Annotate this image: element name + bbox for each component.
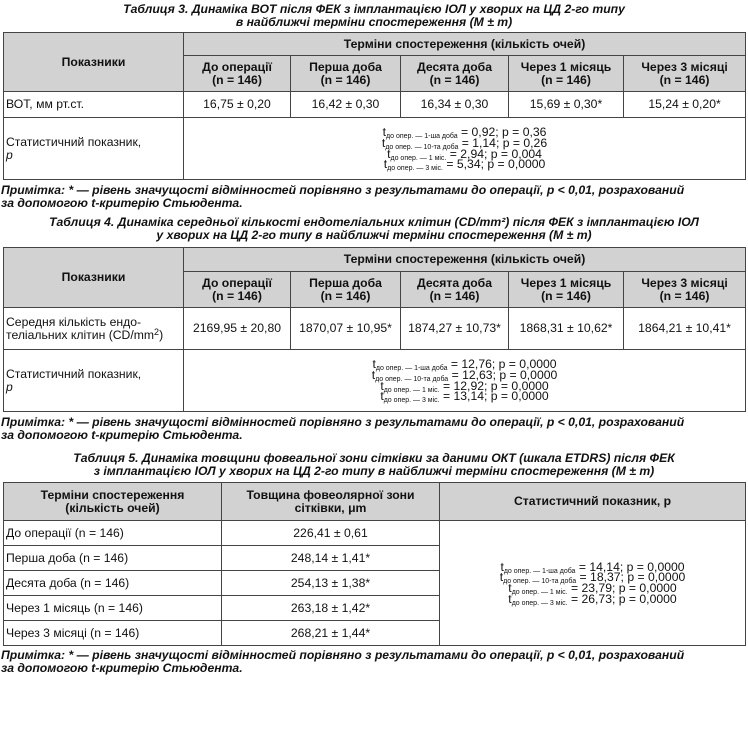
stat-line: tдо опер. — 3 міс. = 13,14; р = 0,0000: [380, 389, 549, 405]
stat-label: Статистичний показник, р: [3, 117, 184, 180]
period-header: Перша доба (n = 146): [290, 55, 401, 92]
value-cell: 226,41 ± 0,61: [221, 520, 440, 546]
table-5-caption: Таблиця 5. Динаміка товщини фовеальної з…: [0, 452, 748, 478]
stat-values: tдо опер. — 1-ша доба = 0,92; р = 0,36 t…: [182, 117, 747, 180]
stat-line: tдо опер. — 1 міс. = 2,94; р = 0,004: [387, 146, 542, 162]
stat-line: tдо опер. — 1-ша доба = 0,92; р = 0,36: [382, 125, 547, 141]
value-cell: 248,14 ± 1,41*: [221, 545, 440, 571]
table-5-note: Примітка: * — рівень значущості відмінно…: [1, 648, 685, 675]
stat-values: tдо опер. — 1-ша доба = 14,14; р = 0,000…: [439, 520, 746, 646]
col-terms-header: Терміни спостереження (кількість очей): [182, 32, 747, 56]
period-header: Перша доба (n = 146): [290, 271, 401, 308]
col-indicators-header: Показники: [3, 32, 184, 92]
col-terms-header: Терміни спостереження (кількість очей): [3, 482, 222, 521]
caption-line: з імплантацією ІОЛ у хворих на ЦД 2-го т…: [93, 464, 655, 478]
col-terms-header: Терміни спостереження (кількість очей): [182, 247, 747, 272]
term-cell: Через 3 місяці (n = 146): [3, 620, 222, 646]
value-cell: 1864,21 ± 10,41*: [622, 307, 747, 350]
period-header: Десята доба (n = 146): [400, 55, 509, 92]
table-4: Показники Терміни спостереження (кількіс…: [3, 247, 747, 412]
table-3-note: Примітка: * — рівень значущості відмінно…: [1, 183, 685, 210]
term-cell: Через 1 місяць (n = 146): [3, 595, 222, 621]
value-cell: 254,13 ± 1,38*: [221, 570, 440, 596]
period-header: Через 3 місяці (n = 146): [622, 271, 747, 308]
table-4-caption: Таблиця 4. Динаміка середньої кількості …: [0, 216, 748, 242]
stat-label: Статистичний показник, р: [3, 349, 184, 412]
table-5: Терміни спостереження (кількість очей) То…: [3, 482, 746, 646]
stat-line: tдо опер. — 10-та доба = 1,14; р = 0,26: [381, 135, 548, 151]
period-header: До операції (n = 146): [183, 271, 291, 308]
stat-line: tдо опер. — 10-та доба = 18,37; р = 0,00…: [499, 570, 686, 586]
period-header: До операції (n = 146): [183, 55, 291, 92]
row-label: Середня кількість ендо- теліальних кліти…: [3, 307, 184, 350]
value-cell: 1870,07 ± 10,95*: [290, 307, 401, 350]
term-cell: Перша доба (n = 146): [3, 545, 222, 571]
value-cell: 15,69 ± 0,30*: [508, 91, 624, 118]
value-cell: 263,18 ± 1,42*: [221, 595, 440, 621]
stat-line: tдо опер. — 1 міс. = 23,79; р = 0,0000: [508, 581, 677, 596]
term-cell: Десята доба (n = 146): [3, 570, 222, 596]
stat-line: tдо опер. — 1-ша доба = 12,76; р = 0,000…: [372, 357, 557, 373]
value-cell: 1868,31 ± 10,62*: [508, 307, 624, 350]
value-cell: 16,75 ± 0,20: [183, 91, 291, 118]
stat-line: tдо опер. — 1 міс. = 12,92; р = 0,0000: [380, 378, 549, 394]
period-header: Через 3 місяці (n = 146): [622, 55, 747, 92]
stat-line: tдо опер. — 10-та доба = 12,63; р = 0,00…: [371, 367, 558, 383]
period-header: Через 1 місяць (n = 146): [508, 271, 624, 308]
table-3-caption: Таблиця 3. Динаміка ВОТ після ФЕК з імпл…: [0, 0, 748, 29]
col-indicators-header: Показники: [3, 247, 184, 308]
caption-line: Таблиця 3. Динаміка ВОТ після ФЕК з імпл…: [123, 2, 625, 16]
period-header: Через 1 місяць (n = 146): [508, 55, 624, 92]
caption-line: Таблиця 4. Динаміка середньої кількості …: [49, 215, 699, 229]
caption-line: у хворих на ЦД 2-го типу в найближчі тер…: [156, 228, 592, 242]
value-cell: 16,34 ± 0,30: [400, 91, 509, 118]
stat-line: tдо опер. — 3 міс. = 26,73; р = 0,0000: [508, 591, 677, 607]
caption-line: Таблиця 5. Динаміка товщини фовеальної з…: [73, 451, 675, 465]
col-stat-header: Статистичний показник, р: [439, 482, 746, 521]
col-thickness-header: Товщина фовеолярної зони сітківки, μm: [221, 482, 440, 521]
term-cell: До операції (n = 146): [3, 520, 222, 546]
stat-line: tдо опер. — 1-ша доба = 14,14; р = 0,000…: [500, 559, 685, 575]
table-4-note: Примітка: * — рівень значущості відмінно…: [1, 415, 685, 442]
table-3: Показники Терміни спостереження (кількіс…: [3, 32, 747, 180]
stat-line: tдо опер. — 3 міс. = 5,34; р = 0,0000: [383, 157, 546, 173]
value-cell: 15,24 ± 0,20*: [622, 91, 747, 118]
value-cell: 2169,95 ± 20,80: [183, 307, 291, 350]
value-cell: 268,21 ± 1,44*: [221, 620, 440, 646]
period-header: Десята доба (n = 146): [400, 271, 509, 308]
row-label: ВОТ, мм рт.ст.: [3, 91, 184, 118]
value-cell: 16,42 ± 0,30: [290, 91, 401, 118]
caption-line: в найближчі терміни спостереження (M ± m…: [235, 15, 513, 29]
value-cell: 1874,27 ± 10,73*: [400, 307, 509, 350]
stat-values: tдо опер. — 1-ша доба = 12,76; р = 0,000…: [182, 349, 747, 412]
